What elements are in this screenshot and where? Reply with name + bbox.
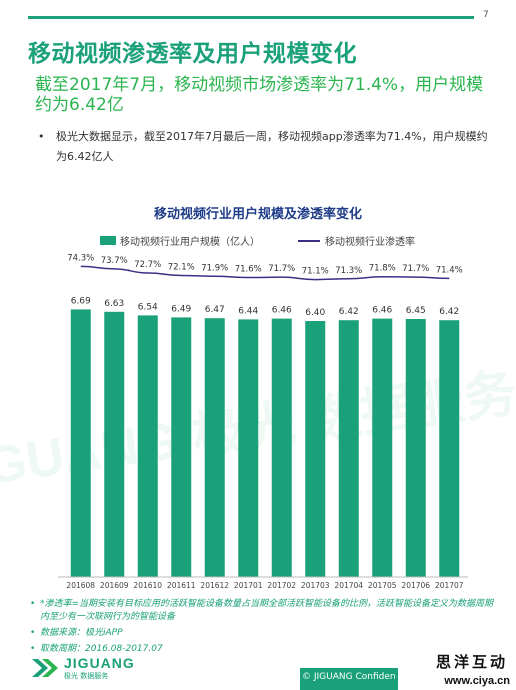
page-number: 7 [483, 10, 489, 20]
bar-201611 [171, 317, 192, 577]
site-url: www.ciya.cn [444, 675, 510, 687]
line-label-201705: 71.8% [369, 264, 396, 274]
bar-201608 [70, 309, 91, 577]
bar-201705 [372, 318, 393, 577]
site-badge: 思洋互动 www.ciya.cn [398, 646, 516, 690]
legend-line-swatch [298, 239, 320, 242]
bar-label-201703: 6.40 [305, 308, 325, 318]
x-tick-label-201705: 201705 [368, 581, 397, 590]
bar-label-201701: 6.44 [238, 306, 258, 316]
legend-bar-swatch [100, 236, 116, 245]
bar-201702 [271, 318, 292, 577]
x-tick-label-201612: 201612 [200, 581, 229, 590]
note-definition: • *渗透率=当期安装有目标应用的活跃智能设备数量占当期全部活跃智能设备的比例，… [30, 598, 500, 624]
x-tick-label-201707: 201707 [435, 581, 464, 590]
chart-legend: 移动视频行业用户规模（亿人） 移动视频行业渗透率 [100, 233, 415, 248]
notes: • *渗透率=当期安装有目标应用的活跃智能设备数量占当期全部活跃智能设备的比例，… [30, 598, 500, 659]
jiguang-logo-icon [32, 659, 58, 677]
note-bullet-icon: • [30, 599, 36, 609]
legend-bar-label: 移动视频行业用户规模（亿人） [120, 237, 260, 248]
combo-chart: JIGUANG 极光 数据服务 6.696.636.546.496.476.44… [0, 253, 516, 590]
bar-201701 [238, 319, 259, 577]
logo-subtitle: 极光 数据服务 [64, 672, 109, 680]
x-tick-label-201610: 201610 [133, 581, 162, 590]
bar-label-201702: 6.46 [272, 306, 292, 316]
bar-label-201704: 6.42 [339, 307, 359, 317]
page-title: 移动视频渗透率及用户规模变化 [28, 41, 357, 67]
note-period: • 取数周期：2016.08-2017.07 [30, 643, 500, 656]
chart-title: 移动视频行业用户规模及渗透率变化 [153, 207, 362, 222]
line-label-201702: 71.7% [268, 264, 295, 274]
line-label-201703: 71.1% [302, 267, 329, 277]
bar-201610 [137, 315, 158, 577]
x-tick-label-201611: 201611 [167, 581, 196, 590]
x-tick-label-201703: 201703 [301, 581, 330, 590]
bullet-icon: • [38, 130, 45, 143]
note-period-text: 取数周期：2016.08-2017.07 [40, 644, 163, 654]
bar-201612 [204, 318, 225, 577]
x-tick-label-201609: 201609 [100, 581, 129, 590]
bar-label-201609: 6.63 [104, 299, 124, 309]
line-label-201701: 71.6% [235, 265, 262, 275]
logo-name: JIGUANG [64, 655, 135, 671]
legend-line-label: 移动视频行业渗透率 [325, 237, 415, 248]
line-label-201707: 71.4% [436, 265, 463, 275]
bar-201706 [405, 319, 426, 577]
line-label-201609: 73.7% [101, 256, 128, 266]
penetration-line [80, 265, 450, 281]
bar-label-201608: 6.69 [71, 296, 91, 306]
jiguang-logo: JIGUANG 极光 数据服务 [30, 655, 135, 681]
bar-label-201612: 6.47 [205, 305, 225, 315]
note-source-text: 数据来源：极光iAPP [40, 628, 123, 638]
header-rule [28, 16, 474, 19]
bar-label-201610: 6.54 [138, 302, 158, 312]
bar-201707 [439, 320, 460, 577]
page-subtitle: 截至2017年7月，移动视频市场渗透率为71.4%，用户规模约为6.42亿 [35, 75, 484, 115]
line-label-201612: 71.9% [201, 263, 228, 273]
line-label-201611: 72.1% [168, 262, 195, 272]
line-label-201704: 71.3% [335, 266, 362, 276]
footer-copyright: © JIGUANG Confiden [302, 672, 396, 682]
x-tick-label-201704: 201704 [334, 581, 363, 590]
note-bullet-icon: • [30, 628, 36, 638]
x-tick-label-201702: 201702 [267, 581, 296, 590]
bar-201609 [104, 311, 125, 577]
x-tick-label-201706: 201706 [401, 581, 430, 590]
x-tick-label-201608: 201608 [66, 581, 95, 590]
note-source: • 数据来源：极光iAPP [30, 627, 500, 640]
site-name: 思洋互动 [435, 653, 508, 671]
bar-201704 [338, 320, 359, 577]
bullet-text: 极光大数据显示，截至2017年7月最后一周，移动视频app渗透率为71.4%，用… [56, 130, 488, 163]
bar-label-201707: 6.42 [439, 307, 459, 317]
bar-label-201705: 6.46 [372, 306, 392, 316]
bar-201703 [305, 321, 326, 577]
line-label-201706: 71.7% [402, 264, 429, 274]
bar-label-201611: 6.49 [171, 304, 191, 314]
note-definition-text: *渗透率=当期安装有目标应用的活跃智能设备数量占当期全部活跃智能设备的比例，活跃… [40, 599, 494, 622]
line-label-201610: 72.7% [134, 260, 161, 270]
bar-label-201706: 6.45 [406, 306, 426, 316]
x-tick-label-201701: 201701 [234, 581, 263, 590]
note-bullet-icon: • [30, 644, 36, 654]
line-label-201608: 74.3% [67, 253, 94, 263]
